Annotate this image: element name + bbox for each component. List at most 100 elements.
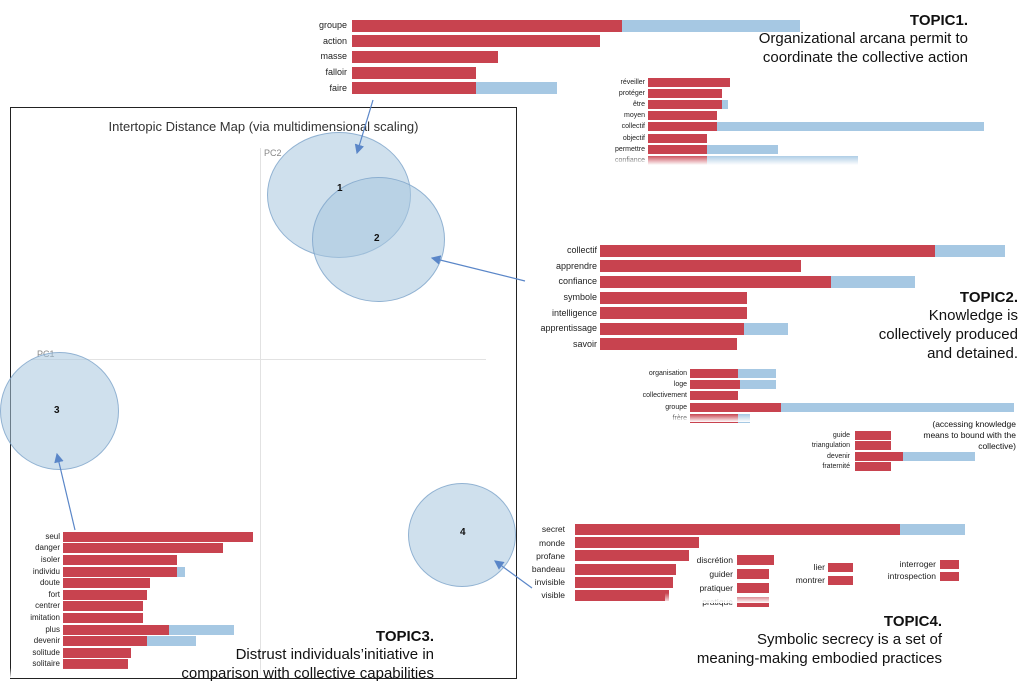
topic2-extra-2-topic-bar (855, 441, 891, 451)
topic2-topic-bar (600, 260, 801, 273)
topic3-term-label: solitaire (32, 659, 60, 669)
topic4-topic-bar (575, 576, 673, 588)
topic4-extra-2-topic-bar (828, 576, 853, 585)
topic3-term-label: individu (32, 566, 60, 576)
topic2-term-label: symbole (563, 292, 597, 303)
topic-circle-2-label: 2 (374, 233, 380, 244)
topic4-term-label: profane (536, 550, 565, 561)
topic2-extra-topic-bar (690, 402, 782, 412)
fade-overlay (665, 593, 785, 603)
topic2-note-line2: means to bound with the (923, 430, 1016, 440)
topic2-extra-term-label: groupe (665, 403, 687, 411)
topic4-term-label: secret (541, 524, 565, 535)
topic1-term-label: action (322, 35, 347, 46)
topic4-topic-bar (575, 537, 699, 549)
topic3-topic-bar (63, 612, 143, 623)
topic2-topic-bar (600, 291, 748, 304)
topic-circle-3[interactable] (0, 352, 119, 470)
topic3-desc-line2: comparison with collective capabilities (181, 665, 434, 682)
topic1-extra-topic-bar (648, 100, 722, 110)
topic1-extra-term-label: être (632, 101, 645, 109)
topic3-term-label: imitation (30, 612, 60, 622)
topic3-topic-bar (63, 647, 132, 658)
topic1-desc-line1: Organizational arcana permit to (758, 30, 968, 47)
topic2-note-line1: (accessing knowledge (932, 419, 1016, 429)
topic1-topic-bar (352, 19, 622, 32)
topic2-extra-topic-bar (690, 380, 741, 390)
pc2-axis (260, 148, 261, 678)
topic1-extra-term-label: permettre (615, 145, 645, 153)
topic4-extra-3-topic-bar (940, 559, 959, 569)
topic3-term-label: seul (45, 531, 60, 541)
topic1-extra-term-label: collectif (621, 123, 645, 131)
topic2-desc-line3: and detained. (927, 345, 1018, 362)
topic4-extra-topic-bar (737, 569, 770, 579)
topic4-extra-topic-bar (737, 555, 774, 565)
topic1-term-label: masse (320, 51, 347, 62)
topic1-title: TOPIC1. (909, 12, 968, 29)
pc2-label: PC2 (264, 148, 282, 158)
topic3-term-label: isoler (40, 554, 60, 564)
pc1-axis (31, 359, 486, 360)
topic1-extra-topic-bar (648, 89, 722, 99)
topic1-extra-term-label: protéger (618, 90, 645, 98)
topic4-extra-term-label: pratiquer (699, 582, 733, 593)
topic2-extra-topic-bar (690, 369, 738, 379)
topic4-caption: TOPIC4. Symbolic secrecy is a set of mea… (697, 613, 942, 668)
topic3-desc-line1: Distrust individuals’initiative in (235, 646, 434, 663)
fade-overlay (10, 668, 270, 678)
topic1-caption: TOPIC1. Organizational arcana permit to … (759, 12, 968, 67)
topic4-extra-topic-bar (737, 583, 770, 593)
topic4-extra-term-label: guider (709, 568, 733, 579)
topic2-topic-bar (600, 244, 935, 257)
topic2-desc-line1: Knowledge is (928, 307, 1018, 324)
topic2-term-label: intelligence (551, 307, 597, 318)
map-title: Intertopic Distance Map (via multidimens… (108, 119, 419, 134)
topic4-term-label: bandeau (531, 563, 565, 574)
topic3-topic-bar (63, 636, 147, 647)
topic4-title: TOPIC4. (883, 613, 942, 630)
topic4-extra-3-topic-bar (940, 571, 959, 581)
topic3-topic-bar (63, 589, 147, 600)
topic4-topic-bar (575, 563, 676, 575)
topic3-term-label: plus (45, 624, 60, 634)
topic1-term-label: falloir (325, 67, 347, 78)
topic1-topic-bar (352, 82, 477, 95)
topic4-extra-2-topic-bar (828, 563, 853, 572)
topic2-extra-total-bar (690, 402, 1014, 412)
topic1-topic-bar (352, 50, 498, 63)
topic2-term-label: confiance (558, 276, 597, 287)
topic4-extra-2-term-label: lier (813, 562, 825, 573)
topic2-extra-2-topic-bar (855, 451, 903, 461)
topic3-caption: TOPIC3. Distrust individuals’initiative … (181, 628, 434, 683)
topic2-topic-bar (600, 322, 745, 335)
topic3-term-label: danger (35, 543, 60, 553)
fade-overlay (610, 155, 870, 165)
topic4-topic-bar (575, 590, 670, 602)
topic1-topic-bar (352, 66, 477, 79)
topic1-extra-term-label: moyen (623, 112, 645, 120)
topic2-term-label: collectif (566, 245, 597, 256)
topic1-extra-topic-bar (648, 111, 718, 121)
topic3-topic-bar (63, 543, 223, 554)
topic4-topic-bar (575, 550, 689, 562)
topic4-extra-3-term-label: interroger (899, 558, 936, 569)
topic-circle-2[interactable] (312, 177, 445, 302)
topic3-term-label: fort (48, 589, 60, 599)
topic4-term-label: invisible (534, 577, 565, 588)
topic1-extra-total-bar (648, 144, 779, 154)
topic1-extra-term-label: objectif (622, 134, 645, 142)
topic4-desc-line2: meaning-making embodied practices (696, 650, 942, 667)
topic2-note: (accessing knowledge means to bound with… (923, 419, 1016, 452)
topic2-extra-2-term-label: triangulation (811, 442, 850, 450)
topic4-extra-2-term-label: montrer (795, 575, 825, 586)
topic2-extra-2-term-label: guide (832, 431, 850, 439)
topic2-extra-term-label: organisation (648, 370, 687, 378)
topic1-extra-topic-bar (648, 78, 730, 88)
topic2-extra-2-term-label: fraternité (822, 463, 850, 471)
topic2-desc-line2: collectively produced (878, 326, 1018, 343)
topic1-topic-bar (352, 35, 601, 48)
topic-circle-1-label: 1 (337, 183, 343, 194)
topic2-extra-term-label: loge (673, 381, 687, 389)
topic3-term-label: solitude (32, 647, 60, 657)
